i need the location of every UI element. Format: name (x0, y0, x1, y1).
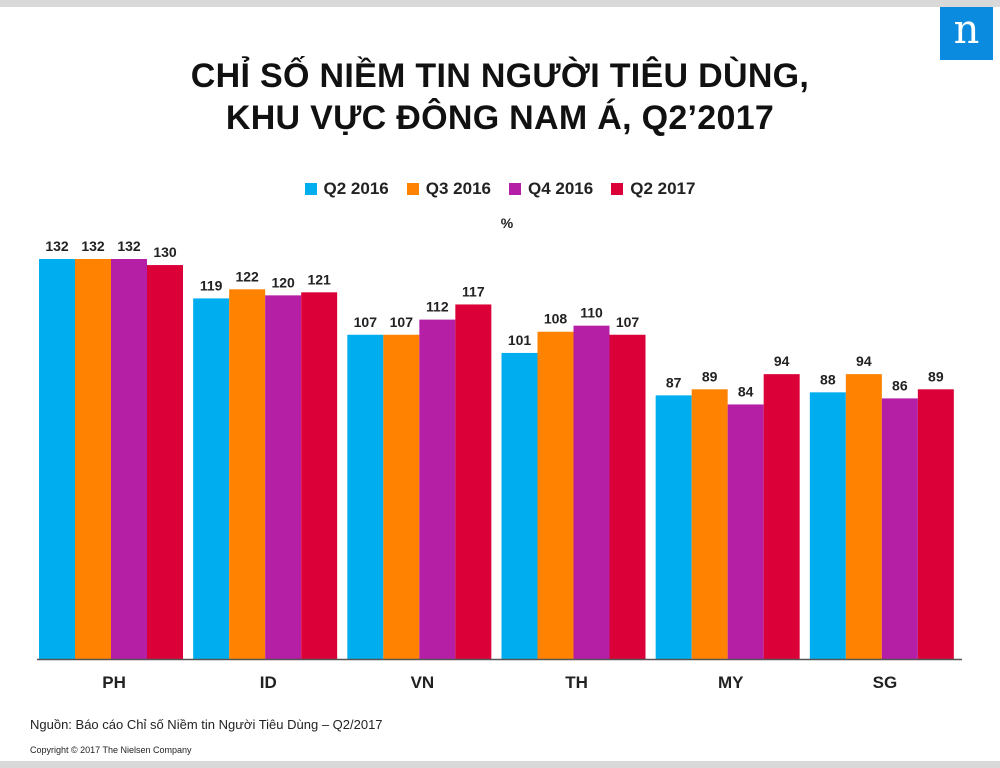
x-tick-label: TH (565, 673, 588, 692)
bar-sg-q2-2017 (917, 389, 954, 659)
data-label: 88 (820, 371, 836, 387)
copyright-note: Copyright © 2017 The Nielsen Company (30, 745, 192, 755)
x-tick-label: VN (411, 673, 435, 692)
data-label: 122 (235, 268, 259, 284)
legend-item-q2-2017: Q2 2017 (611, 179, 695, 199)
bar-my-q3-2016 (691, 389, 728, 659)
data-label: 117 (462, 283, 485, 299)
data-label: 132 (81, 238, 105, 254)
data-label: 86 (892, 377, 908, 393)
data-label: 107 (390, 314, 414, 330)
x-tick-label: MY (718, 673, 744, 692)
legend-swatch (509, 183, 521, 195)
nielsen-logo: n (940, 7, 993, 60)
data-label: 107 (616, 314, 640, 330)
bar-th-q2-2016 (501, 352, 538, 659)
data-label: 89 (928, 368, 944, 384)
x-tick-label: PH (102, 673, 126, 692)
data-label: 94 (856, 353, 872, 369)
bar-th-q3-2016 (537, 331, 574, 659)
bar-sg-q3-2016 (845, 374, 882, 659)
data-label: 132 (117, 238, 141, 254)
bar-my-q2-2016 (655, 395, 692, 659)
legend-swatch (304, 183, 317, 195)
legend-label: Q2 2016 (323, 179, 389, 198)
data-label: 132 (45, 238, 69, 254)
data-label: 89 (702, 368, 718, 384)
bar-vn-q4-2016 (419, 319, 456, 659)
legend-item-q3-2016: Q3 2016 (406, 179, 491, 199)
bar-sg-q2-2016 (809, 392, 846, 659)
unit-label: % (500, 215, 514, 231)
chart-legend: Q2 2016 Q3 2016 Q4 2016 Q2 2017 (0, 179, 1000, 199)
data-label: 94 (774, 353, 790, 369)
bar-ph-q4-2016 (111, 259, 147, 659)
data-label: 121 (307, 271, 331, 287)
bar-sg-q4-2016 (881, 398, 918, 659)
bar-ph-q2-2017 (147, 265, 183, 659)
x-tick-label: ID (260, 673, 277, 692)
bar-my-q4-2016 (727, 404, 764, 659)
data-label: 107 (354, 314, 378, 330)
legend-item-q4-2016: Q4 2016 (509, 179, 593, 199)
bar-id-q4-2016 (265, 295, 302, 659)
bar-ph-q3-2016 (75, 259, 111, 659)
legend-label: Q2 2017 (630, 179, 696, 198)
legend-swatch (611, 183, 624, 195)
data-label: 101 (508, 332, 532, 348)
data-label: 87 (666, 374, 682, 390)
data-label: 112 (426, 299, 449, 315)
data-label: 119 (200, 277, 223, 293)
bar-my-q2-2017 (763, 374, 800, 659)
data-label: 120 (271, 274, 295, 290)
bar-vn-q3-2016 (383, 334, 420, 659)
chart-title-line-2: KHU VỰC ĐÔNG NAM Á, Q2’2017 (225, 99, 775, 137)
data-label: 108 (544, 311, 568, 327)
bar-vn-q2-2016 (347, 334, 384, 659)
legend-label: Q4 2016 (528, 179, 594, 198)
source-note: Nguồn: Báo cáo Chỉ số Niềm tin Người Tiê… (30, 717, 383, 732)
bar-ph-q2-2016 (39, 259, 75, 659)
legend-item-q2-2016: Q2 2016 (304, 179, 389, 199)
data-label: 84 (738, 383, 754, 399)
chart-title-line-1: CHỈ SỐ NIỀM TIN NGƯỜI TIÊU DÙNG, (190, 57, 810, 95)
bar-id-q2-2017 (301, 292, 338, 659)
data-label: 110 (580, 305, 603, 321)
bar-th-q2-2017 (609, 334, 646, 659)
bar-th-q4-2016 (573, 325, 610, 659)
legend-label: Q3 2016 (425, 179, 491, 198)
chart-title: CHỈ SỐ NIỀM TIN NGƯỜI TIÊU DÙNG, KHU VỰC… (0, 55, 1000, 139)
bar-vn-q2-2017 (455, 304, 492, 659)
bar-id-q2-2016 (193, 298, 230, 659)
bar-id-q3-2016 (229, 289, 266, 659)
data-label: 130 (153, 244, 177, 260)
x-tick-label: SG (873, 673, 898, 692)
legend-swatch (406, 183, 419, 195)
